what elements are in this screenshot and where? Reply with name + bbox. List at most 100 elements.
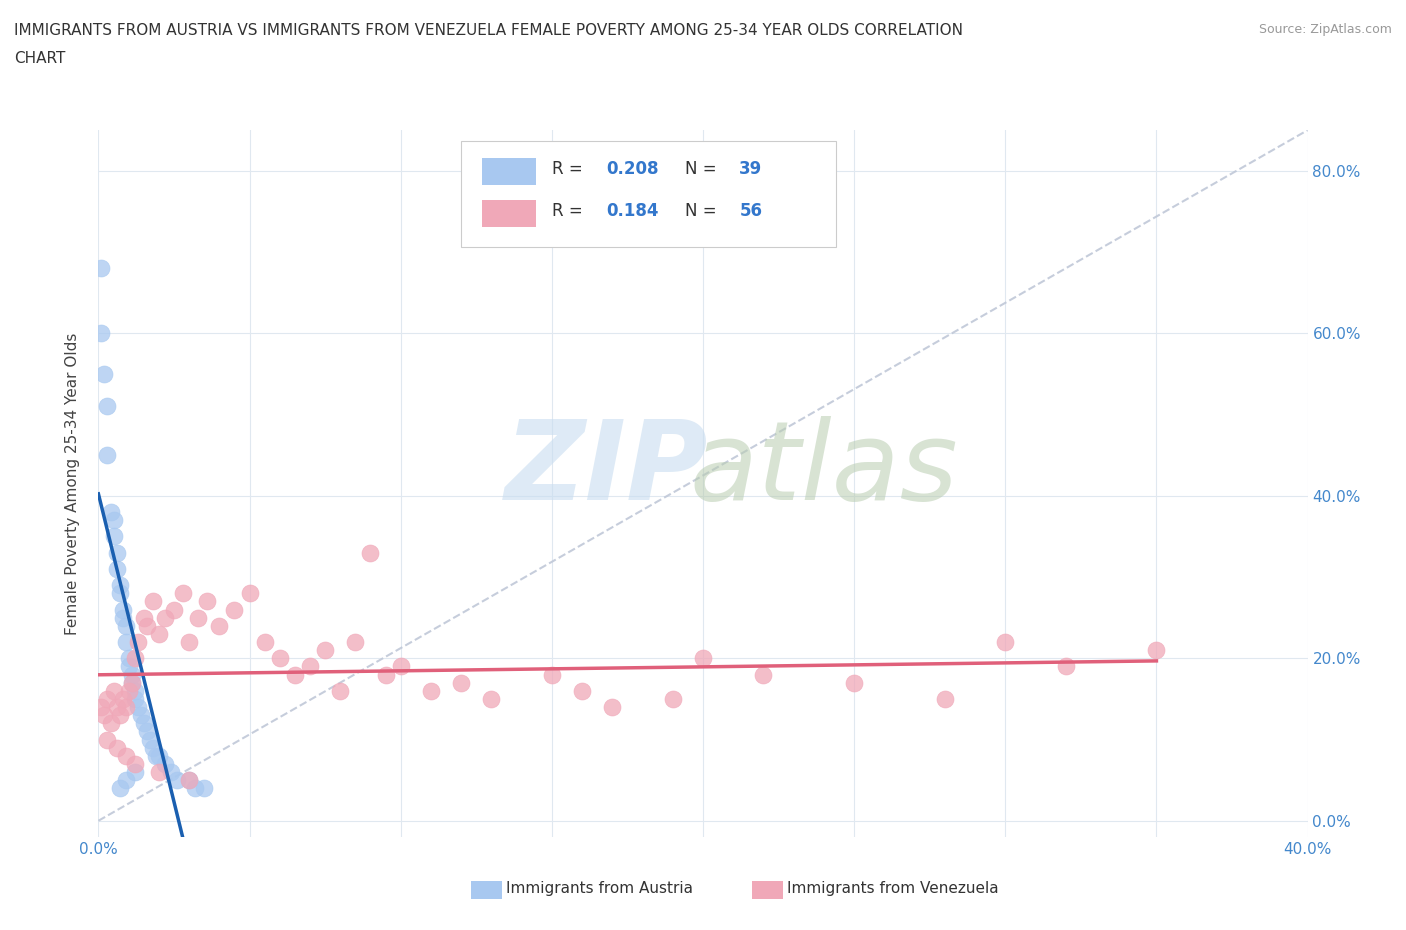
- Point: [96, 732, 118, 747]
- Point: [284, 667, 307, 682]
- Point: [172, 586, 194, 601]
- Text: 0.208: 0.208: [606, 160, 659, 178]
- Point: [108, 578, 131, 592]
- Point: [752, 667, 775, 682]
- Text: R =: R =: [553, 160, 588, 178]
- Point: [121, 675, 143, 690]
- Point: [132, 610, 155, 625]
- Point: [108, 586, 131, 601]
- Point: [124, 756, 146, 771]
- Point: [148, 764, 170, 779]
- Text: N =: N =: [685, 160, 721, 178]
- Point: [111, 602, 134, 617]
- Point: [195, 594, 218, 609]
- Point: [129, 708, 152, 723]
- Point: [153, 610, 176, 625]
- Point: [148, 627, 170, 642]
- Text: R =: R =: [553, 203, 588, 220]
- Point: [179, 773, 201, 788]
- Point: [127, 634, 149, 649]
- Point: [132, 716, 155, 731]
- Point: [344, 634, 367, 649]
- Point: [374, 667, 396, 682]
- Text: Immigrants from Venezuela: Immigrants from Venezuela: [787, 881, 1000, 896]
- Bar: [482, 158, 536, 185]
- Point: [105, 562, 128, 577]
- Point: [103, 684, 125, 698]
- Point: [253, 634, 276, 649]
- Point: [142, 740, 165, 755]
- Point: [111, 610, 134, 625]
- Point: [90, 326, 112, 340]
- Point: [105, 740, 128, 755]
- Point: [96, 691, 118, 706]
- Point: [93, 366, 115, 381]
- FancyBboxPatch shape: [461, 140, 837, 246]
- Point: [179, 634, 201, 649]
- Point: [139, 732, 162, 747]
- Point: [96, 447, 118, 462]
- Point: [269, 651, 291, 666]
- Point: [148, 749, 170, 764]
- Point: [90, 261, 112, 276]
- Point: [105, 545, 128, 560]
- Point: [127, 699, 149, 714]
- Point: [121, 667, 143, 682]
- Point: [934, 691, 956, 706]
- Point: [166, 773, 188, 788]
- Point: [108, 781, 131, 796]
- Point: [114, 634, 136, 649]
- Text: Source: ZipAtlas.com: Source: ZipAtlas.com: [1258, 23, 1392, 36]
- Point: [114, 618, 136, 633]
- Point: [124, 651, 146, 666]
- Point: [118, 651, 141, 666]
- Point: [114, 749, 136, 764]
- Point: [844, 675, 866, 690]
- Point: [314, 643, 336, 658]
- Point: [108, 708, 131, 723]
- Point: [994, 634, 1017, 649]
- Text: IMMIGRANTS FROM AUSTRIA VS IMMIGRANTS FROM VENEZUELA FEMALE POVERTY AMONG 25-34 : IMMIGRANTS FROM AUSTRIA VS IMMIGRANTS FR…: [14, 23, 963, 38]
- Point: [208, 618, 231, 633]
- Text: ZIP: ZIP: [505, 416, 709, 523]
- Text: N =: N =: [685, 203, 721, 220]
- Point: [135, 724, 157, 738]
- Text: 56: 56: [740, 203, 762, 220]
- Point: [121, 675, 143, 690]
- Point: [1144, 643, 1167, 658]
- Bar: [482, 200, 536, 227]
- Point: [118, 684, 141, 698]
- Point: [153, 756, 176, 771]
- Point: [184, 781, 207, 796]
- Point: [118, 659, 141, 674]
- Text: 0.184: 0.184: [606, 203, 659, 220]
- Point: [420, 684, 443, 698]
- Point: [450, 675, 472, 690]
- Point: [179, 773, 201, 788]
- Point: [1054, 659, 1077, 674]
- Point: [540, 667, 562, 682]
- Point: [103, 529, 125, 544]
- Point: [114, 773, 136, 788]
- Point: [193, 781, 215, 796]
- Point: [135, 618, 157, 633]
- Point: [103, 512, 125, 527]
- Point: [481, 691, 503, 706]
- Y-axis label: Female Poverty Among 25-34 Year Olds: Female Poverty Among 25-34 Year Olds: [65, 332, 80, 635]
- Point: [96, 399, 118, 414]
- Point: [93, 708, 115, 723]
- Point: [145, 749, 167, 764]
- Point: [90, 699, 112, 714]
- Point: [111, 691, 134, 706]
- Point: [187, 610, 209, 625]
- Text: 39: 39: [740, 160, 762, 178]
- Point: [299, 659, 322, 674]
- Point: [360, 545, 382, 560]
- Point: [114, 699, 136, 714]
- Text: Immigrants from Austria: Immigrants from Austria: [506, 881, 693, 896]
- Point: [142, 594, 165, 609]
- Point: [602, 699, 624, 714]
- Point: [100, 716, 122, 731]
- Point: [692, 651, 714, 666]
- Point: [124, 691, 146, 706]
